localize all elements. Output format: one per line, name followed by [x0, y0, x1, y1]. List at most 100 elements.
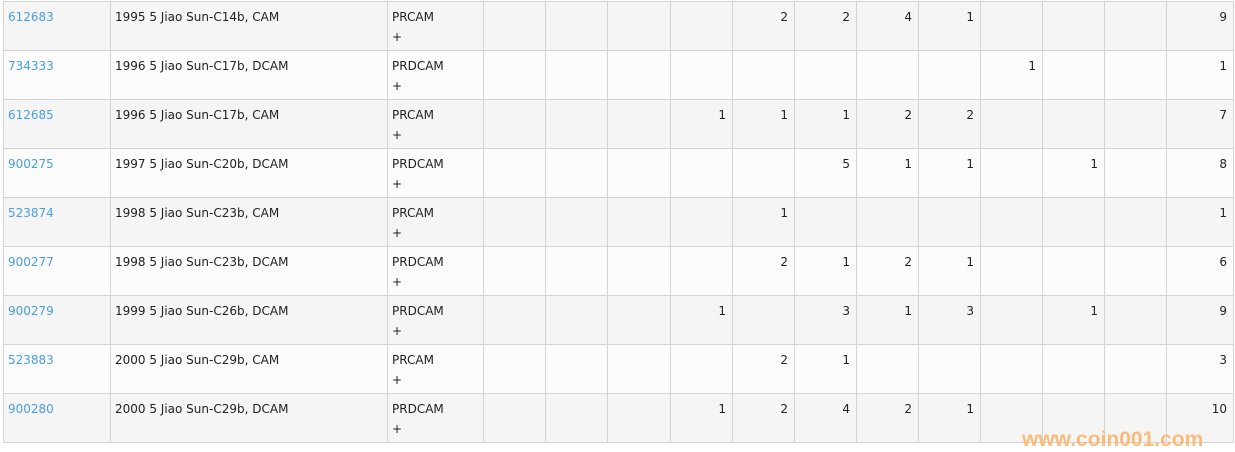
- count-cell: [980, 197, 1043, 247]
- count-cell: 3: [918, 295, 981, 345]
- count-cell: [670, 148, 733, 198]
- grade-cell: PRDCAM +: [387, 393, 484, 443]
- description-cell: 1996 5 Jiao Sun-C17b, CAM: [110, 99, 388, 149]
- count-cell: 1: [1042, 295, 1105, 345]
- grade-cell: PRDCAM +: [387, 148, 484, 198]
- count-cell: [794, 197, 857, 247]
- count-cell: [856, 344, 919, 394]
- grade-label: PRDCAM: [392, 402, 444, 416]
- count-cell: [1104, 148, 1167, 198]
- id-cell: 612685: [3, 99, 111, 149]
- count-cell: 2: [732, 1, 795, 51]
- expand-plus-button[interactable]: +: [392, 275, 403, 289]
- count-cell: [732, 295, 795, 345]
- coin-id-link[interactable]: 900279: [8, 304, 54, 318]
- id-cell: 900280: [3, 393, 111, 443]
- id-cell: 900277: [3, 246, 111, 296]
- total-cell: 3: [1166, 344, 1234, 394]
- count-cell: [545, 197, 608, 247]
- expand-plus-button[interactable]: +: [392, 373, 403, 387]
- coin-id-link[interactable]: 900277: [8, 255, 54, 269]
- count-cell: 2: [856, 246, 919, 296]
- id-cell: 612683: [3, 1, 111, 51]
- count-cell: 1: [794, 99, 857, 149]
- count-cell: 1: [794, 246, 857, 296]
- count-cell: [483, 99, 546, 149]
- id-cell: 900279: [3, 295, 111, 345]
- grade-label: PRDCAM: [392, 255, 444, 269]
- grade-label: PRDCAM: [392, 59, 444, 73]
- count-cell: [670, 344, 733, 394]
- count-cell: [1042, 344, 1105, 394]
- count-cell: 2: [918, 99, 981, 149]
- count-cell: 1: [856, 295, 919, 345]
- description-cell: 2000 5 Jiao Sun-C29b, DCAM: [110, 393, 388, 443]
- table-row: 612685 1996 5 Jiao Sun-C17b, CAM PRCAM +1 1 1…: [3, 99, 1234, 149]
- grade-cell: PRDCAM +: [387, 295, 484, 345]
- count-cell: [1042, 99, 1105, 149]
- count-cell: 1: [980, 50, 1043, 100]
- grade-cell: PRDCAM +: [387, 246, 484, 296]
- grade-label: PRCAM: [392, 353, 434, 367]
- coin-id-link[interactable]: 734333: [8, 59, 54, 73]
- count-cell: 1: [670, 295, 733, 345]
- count-cell: [483, 148, 546, 198]
- coin-id-link[interactable]: 612683: [8, 10, 54, 24]
- description-cell: 1999 5 Jiao Sun-C26b, DCAM: [110, 295, 388, 345]
- expand-plus-button[interactable]: +: [392, 177, 403, 191]
- grade-label: PRDCAM: [392, 157, 444, 171]
- total-cell: 1: [1166, 50, 1234, 100]
- coin-id-link[interactable]: 523874: [8, 206, 54, 220]
- description-cell: 1995 5 Jiao Sun-C14b, CAM: [110, 1, 388, 51]
- coin-id-link[interactable]: 900275: [8, 157, 54, 171]
- count-cell: [545, 148, 608, 198]
- count-cell: 1: [794, 344, 857, 394]
- expand-plus-button[interactable]: +: [392, 226, 403, 240]
- total-cell: 9: [1166, 1, 1234, 51]
- coin-id-link[interactable]: 523883: [8, 353, 54, 367]
- count-cell: 2: [732, 246, 795, 296]
- count-cell: [483, 1, 546, 51]
- count-cell: 1: [670, 393, 733, 443]
- count-cell: [1104, 246, 1167, 296]
- description-cell: 2000 5 Jiao Sun-C29b, CAM: [110, 344, 388, 394]
- count-cell: 1: [918, 393, 981, 443]
- description-cell: 1996 5 Jiao Sun-C17b, DCAM: [110, 50, 388, 100]
- table-row: 734333 1996 5 Jiao Sun-C17b, DCAM PRDCAM +1…: [3, 50, 1234, 100]
- count-cell: 1: [670, 99, 733, 149]
- expand-plus-button[interactable]: +: [392, 128, 403, 142]
- expand-plus-button[interactable]: +: [392, 422, 403, 436]
- count-cell: 1: [1042, 148, 1105, 198]
- count-cell: 2: [856, 393, 919, 443]
- table-row: 523883 2000 5 Jiao Sun-C29b, CAM PRCAM +2 1 3: [3, 344, 1234, 394]
- count-cell: [483, 246, 546, 296]
- id-cell: 523883: [3, 344, 111, 394]
- expand-plus-button[interactable]: +: [392, 324, 403, 338]
- count-cell: [607, 1, 671, 51]
- expand-plus-button[interactable]: +: [392, 79, 403, 93]
- count-cell: [607, 393, 671, 443]
- count-cell: 5: [794, 148, 857, 198]
- count-cell: [545, 344, 608, 394]
- count-cell: 1: [856, 148, 919, 198]
- count-cell: [545, 246, 608, 296]
- count-cell: [1104, 344, 1167, 394]
- total-cell: 8: [1166, 148, 1234, 198]
- count-cell: [980, 99, 1043, 149]
- count-cell: [670, 50, 733, 100]
- count-cell: [670, 1, 733, 51]
- id-cell: 900275: [3, 148, 111, 198]
- count-cell: [1042, 197, 1105, 247]
- count-cell: 2: [732, 393, 795, 443]
- expand-plus-button[interactable]: +: [392, 30, 403, 44]
- grade-cell: PRCAM +: [387, 197, 484, 247]
- count-cell: [670, 197, 733, 247]
- count-cell: 3: [794, 295, 857, 345]
- count-cell: [483, 393, 546, 443]
- grade-cell: PRCAM +: [387, 344, 484, 394]
- count-cell: [1042, 246, 1105, 296]
- coin-id-link[interactable]: 612685: [8, 108, 54, 122]
- coin-id-link[interactable]: 900280: [8, 402, 54, 416]
- count-cell: [794, 50, 857, 100]
- table-row: 612683 1995 5 Jiao Sun-C14b, CAM PRCAM +2 2 4…: [3, 1, 1234, 51]
